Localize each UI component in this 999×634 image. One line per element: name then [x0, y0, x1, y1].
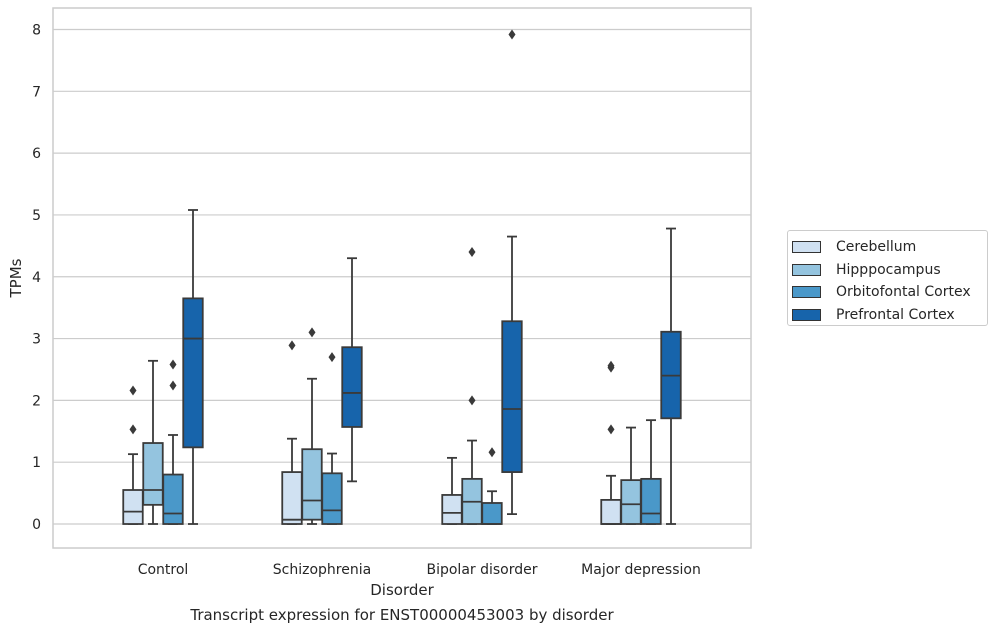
- outlier-point: [607, 360, 615, 371]
- y-tick-label: 6: [32, 146, 41, 162]
- box-prefrontal-cortex: [660, 227, 682, 525]
- outlier-point: [607, 424, 615, 435]
- box-hipppocampus: [620, 426, 642, 525]
- legend-item-cerebellum: Cerebellum: [792, 236, 987, 259]
- y-tick-label: 7: [32, 84, 41, 100]
- box-body: [281, 471, 303, 525]
- legend-swatch: [792, 308, 821, 321]
- box-body: [341, 346, 363, 428]
- boxes: [122, 29, 682, 525]
- box-body: [501, 320, 523, 473]
- outlier-point: [308, 327, 316, 338]
- outlier-point: [468, 395, 476, 406]
- legend-item-hippocampus: Hipppocampus: [792, 259, 987, 282]
- box-cerebellum: [600, 360, 622, 525]
- box-orbitofontal-cortex: [162, 359, 184, 525]
- box-body: [162, 473, 184, 525]
- x-axis-ticks: Control Schizophrenia Bipolar disorder Majo…: [138, 562, 701, 578]
- box-body: [640, 477, 662, 525]
- outlier-point: [129, 385, 137, 396]
- x-tick-label: Major depression: [581, 562, 701, 578]
- y-tick-label: 5: [32, 208, 41, 224]
- box-body: [321, 472, 343, 525]
- box-body: [122, 489, 144, 525]
- plot-area: [52, 7, 752, 549]
- y-tick-label: 4: [32, 270, 41, 286]
- y-tick-label: 3: [32, 332, 41, 348]
- y-axis-title: TPMs: [7, 258, 25, 298]
- box-prefrontal-cortex: [501, 29, 523, 516]
- outlier-point: [328, 352, 336, 363]
- outlier-point: [169, 359, 177, 370]
- box-hipppocampus: [461, 247, 483, 525]
- legend-swatch: [792, 263, 821, 276]
- legend-label: Cerebellum: [836, 239, 917, 256]
- box-cerebellum: [441, 456, 463, 525]
- box-cerebellum: [122, 385, 144, 525]
- box-body: [182, 297, 204, 449]
- y-tick-label: 2: [32, 393, 41, 409]
- y-tick-label: 8: [32, 23, 41, 39]
- box-prefrontal-cortex: [182, 209, 204, 525]
- legend-swatch: [792, 241, 821, 254]
- box-body: [481, 502, 503, 525]
- outlier-point: [169, 380, 177, 391]
- box-body: [620, 479, 642, 525]
- chart-caption: Transcript expression for ENST0000045300…: [190, 606, 614, 624]
- box-orbitofontal-cortex: [640, 419, 662, 525]
- box-body: [600, 498, 622, 525]
- x-tick-label: Control: [138, 562, 189, 578]
- legend-label: Prefrontal Cortex: [836, 306, 955, 323]
- legend-item-orbitofontal-cortex: Orbitofontal Cortex: [792, 281, 987, 304]
- box-orbitofontal-cortex: [481, 447, 503, 525]
- x-tick-label: Schizophrenia: [273, 562, 371, 578]
- box-prefrontal-cortex: [341, 257, 363, 483]
- y-tick-label: 0: [32, 517, 41, 533]
- outlier-point: [129, 424, 137, 435]
- legend: Cerebellum Hipppocampus Orbitofontal Cor…: [787, 230, 988, 326]
- box-body: [301, 448, 323, 521]
- box-body: [142, 442, 164, 506]
- legend-swatch: [792, 286, 821, 299]
- box-orbitofontal-cortex: [321, 352, 343, 525]
- x-tick-label: Bipolar disorder: [426, 562, 537, 578]
- x-axis-title: Disorder: [370, 581, 434, 599]
- outlier-point: [508, 29, 516, 40]
- legend-label: Orbitofontal Cortex: [836, 284, 971, 301]
- outlier-point: [488, 447, 496, 458]
- legend-item-prefrontal-cortex: Prefrontal Cortex: [792, 304, 987, 327]
- outlier-point: [288, 340, 296, 351]
- box-body: [441, 494, 463, 525]
- outlier-point: [468, 247, 476, 258]
- legend-label: Hipppocampus: [836, 261, 941, 278]
- y-tick-label: 1: [32, 455, 41, 471]
- y-axis-ticks: 0 1 2 3 4 5 6 7 8: [32, 23, 41, 534]
- box-hipppocampus: [301, 327, 323, 525]
